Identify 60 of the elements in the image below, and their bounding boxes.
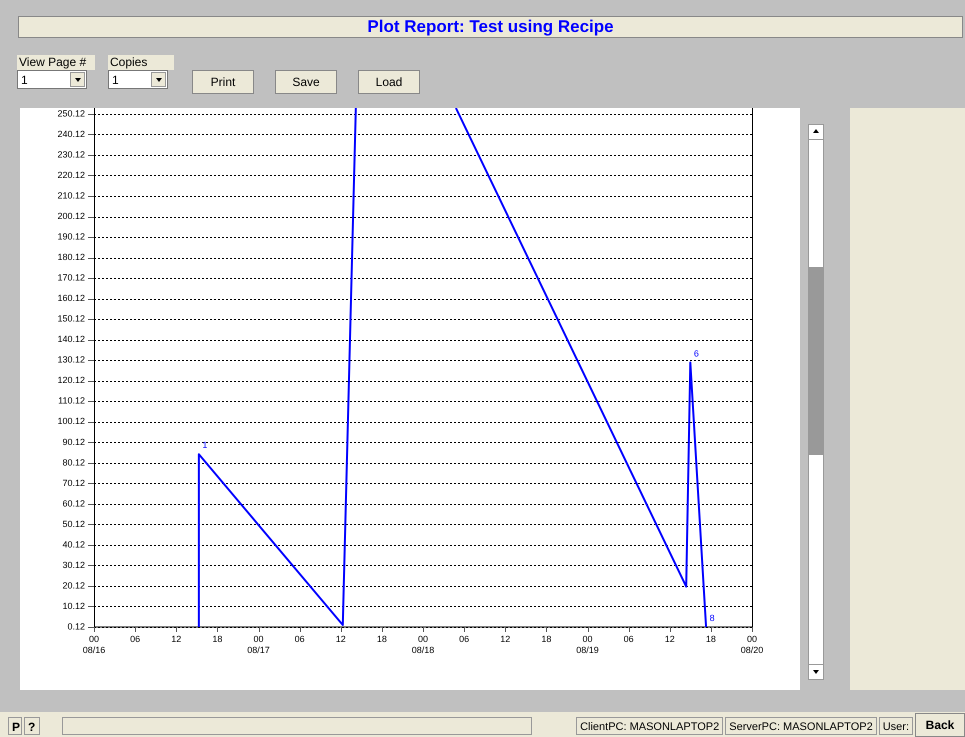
text: Back: [926, 718, 954, 732]
x-tick-label: 12: [500, 634, 510, 644]
x-tick-label: 18: [212, 634, 222, 644]
y-tick-label: 70.12: [62, 478, 85, 488]
text: Print: [210, 75, 236, 89]
x-tick-label: 06: [130, 634, 140, 644]
text: User:: [882, 721, 909, 733]
y-tick-label: 40.12: [62, 539, 85, 550]
annotation: 1: [202, 440, 208, 450]
y-tick-label: 80.12: [62, 457, 85, 468]
y-tick-label: 110.12: [58, 396, 85, 406]
text: Load: [376, 75, 402, 89]
text: P: [12, 720, 20, 734]
y-tick-label: 100.12: [57, 416, 85, 426]
y-tick-label: 200.12: [57, 211, 85, 222]
text: View Page #: [19, 55, 86, 69]
x-tick-label: 00 08/17: [247, 634, 270, 655]
y-tick-label: 240.12: [57, 128, 85, 139]
x-tick-label: 06: [459, 634, 470, 644]
x-tick-label: 00 08/16: [82, 634, 106, 655]
y-tick-label: 30.12: [62, 560, 85, 570]
text: Copies: [110, 55, 148, 69]
y-tick-label: 180.12: [57, 252, 85, 262]
x-tick-label: 12: [664, 634, 675, 644]
text: ?: [28, 720, 36, 734]
y-tick-label: 10.12: [62, 600, 85, 611]
y-tick-label: 140.12: [57, 334, 85, 344]
y-tick-label: 90.12: [62, 436, 85, 447]
text: Save: [292, 75, 320, 89]
y-tick-label: 130.12: [57, 354, 85, 365]
x-tick-label: 18: [376, 634, 387, 644]
x-tick-label: 18: [706, 634, 716, 644]
y-tick-label: 210.12: [57, 190, 85, 200]
annotation: 8: [710, 612, 715, 623]
y-tick-label: 250.12: [57, 108, 85, 118]
y-tick-label: 220.12: [57, 170, 85, 180]
y-tick-label: 60.12: [62, 498, 85, 508]
dropdown-field: 1: [108, 70, 168, 89]
y-tick-label: 230.12: [57, 149, 85, 160]
x-tick-label: 00 08/19: [576, 634, 599, 655]
y-tick-label: 120.12: [57, 375, 85, 386]
y-tick-label: 0.12: [67, 621, 85, 632]
y-tick-label: 170.12: [57, 272, 85, 283]
x-tick-label: 18: [541, 634, 552, 644]
y-tick-label: 190.12: [57, 232, 85, 242]
text: ClientPC: MASONLAPTOP2: [580, 721, 720, 733]
annotation: 6: [694, 348, 699, 358]
x-tick-label: 06: [294, 634, 305, 644]
y-tick-label: 50.12: [62, 518, 85, 529]
y-tick-label: 20.12: [62, 580, 85, 590]
x-tick-label: 00 08/20: [740, 634, 764, 655]
x-tick-label: 00 08/18: [412, 634, 434, 655]
dropdown-field: 1: [17, 70, 87, 89]
x-tick-label: 12: [171, 634, 182, 644]
x-tick-label: 12: [336, 634, 346, 644]
y-tick-label: 150.12: [57, 314, 85, 324]
chart-title: Plot Report: Test using Recipe: [18, 16, 963, 38]
x-tick-label: 06: [624, 634, 634, 644]
text: ServerPC: MASONLAPTOP2: [729, 721, 873, 733]
y-tick-label: 160.12: [57, 293, 85, 304]
